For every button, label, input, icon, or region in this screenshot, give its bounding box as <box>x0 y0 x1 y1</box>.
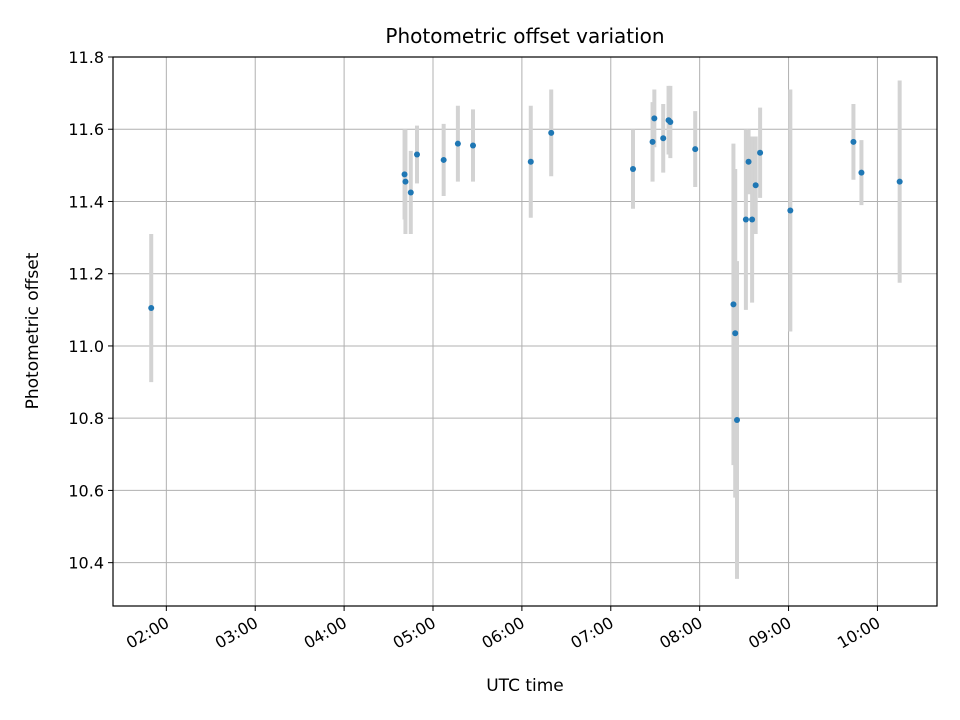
data-point <box>407 189 414 196</box>
data-point <box>745 158 752 165</box>
data-point <box>734 416 740 423</box>
data-point <box>752 182 759 189</box>
y-tick-label: 11.8 <box>68 48 104 67</box>
y-tick-label: 11.0 <box>68 337 104 356</box>
y-tick-label: 10.6 <box>68 481 104 500</box>
data-point <box>148 305 155 312</box>
y-axis-label: Photometric offset <box>23 252 43 409</box>
data-point <box>732 330 739 337</box>
grid <box>113 56 937 606</box>
data-point <box>527 158 534 165</box>
chart-title: Photometric offset variation <box>385 24 664 48</box>
data-point <box>660 135 667 142</box>
data-point <box>414 151 420 158</box>
data-point <box>730 301 737 308</box>
data-point <box>651 115 658 122</box>
data-point <box>757 149 764 156</box>
data-point <box>548 129 555 136</box>
y-tick-label: 11.6 <box>68 120 104 139</box>
y-tick-label: 11.2 <box>68 265 104 284</box>
data-point <box>667 119 674 126</box>
data-point <box>454 140 461 147</box>
plot-frame <box>112 56 938 607</box>
data-point <box>742 216 749 223</box>
data-point <box>470 142 476 149</box>
data-point <box>749 216 756 223</box>
data-point <box>858 169 865 176</box>
y-tick-label: 11.4 <box>68 192 104 211</box>
y-tick-label: 10.4 <box>68 554 104 573</box>
data-point <box>402 178 409 185</box>
data-point <box>692 146 699 153</box>
data-point <box>649 138 656 145</box>
data-point <box>401 171 408 178</box>
data-point <box>440 156 447 163</box>
data-point <box>630 165 636 172</box>
x-axis-label: UTC time <box>486 676 564 696</box>
data-markers <box>148 115 903 423</box>
y-axis: 10.4 10.6 10.8 11.0 11.2 11.4 11.6 11.8 <box>68 48 113 573</box>
data-point <box>850 138 857 145</box>
data-point <box>787 207 794 214</box>
y-tick-label: 10.8 <box>68 409 104 428</box>
data-point <box>896 178 903 185</box>
